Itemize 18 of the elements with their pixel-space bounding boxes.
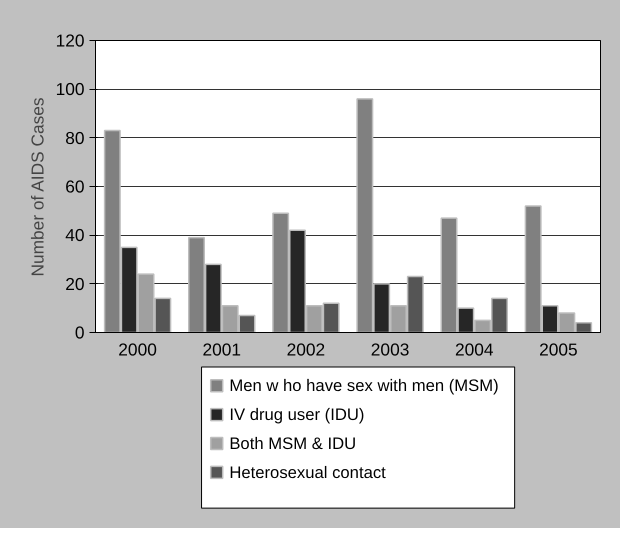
y-tick-label: 100: [56, 79, 85, 100]
x-tick-label: 2001: [202, 340, 242, 360]
legend-label: Both MSM & IDU: [229, 434, 356, 453]
legend-label: IV drug user (IDU): [229, 405, 364, 424]
x-tick-label: 2000: [118, 340, 157, 360]
y-tick-label: 0: [74, 322, 85, 342]
y-tick-label: 20: [65, 274, 85, 294]
x-tick-label: 2005: [539, 340, 578, 360]
x-tick-label: 2003: [370, 340, 410, 360]
y-axis-title: Number of AIDS Cases: [28, 97, 48, 277]
x-tick-label: 2002: [286, 340, 326, 360]
y-tick-label: 60: [65, 176, 85, 196]
y-tick-label: 40: [65, 225, 85, 246]
legend-label: Men w ho have sex with men (MSM): [229, 376, 499, 396]
legend-label: Heterosexual contact: [229, 462, 386, 482]
y-tick-label: 120: [56, 30, 85, 50]
y-tick-label: 80: [65, 128, 85, 148]
x-tick-label: 2004: [454, 340, 494, 360]
